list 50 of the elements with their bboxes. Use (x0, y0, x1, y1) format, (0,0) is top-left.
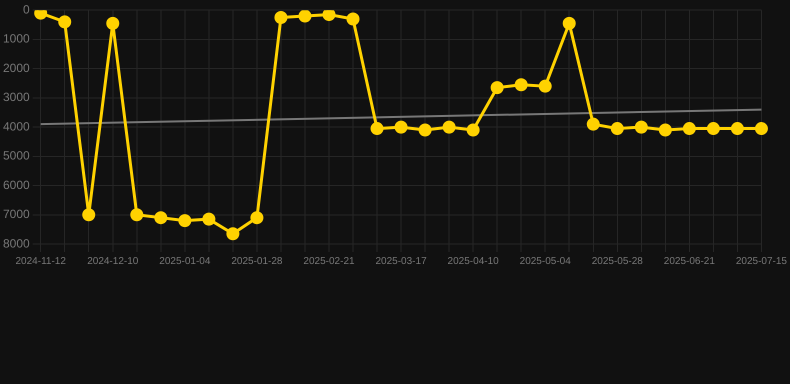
point (634, 120, 648, 134)
x-tick-label: 2025-02-21 (303, 256, 355, 267)
point (346, 12, 360, 26)
point (130, 208, 144, 222)
point (298, 10, 312, 23)
x-tick-label: 2025-07-15 (736, 256, 788, 267)
x-tick-label: 2025-05-04 (520, 256, 572, 267)
point (106, 16, 120, 30)
point (442, 120, 456, 134)
x-tick-label: 2024-11-12 (15, 256, 66, 267)
x-tick-label: 2025-03-17 (375, 256, 428, 267)
y-tick-label: 6000 (2, 178, 30, 192)
point (730, 122, 744, 136)
y-tick-label: 1000 (2, 32, 30, 46)
y-tick-label: 8000 (2, 236, 30, 250)
point (610, 122, 624, 136)
point (490, 81, 504, 94)
point (226, 227, 240, 240)
y-tick-label: 5000 (2, 148, 30, 163)
x-tick-label: 2025-01-04 (159, 256, 211, 267)
y-tick-label: 7000 (2, 207, 30, 222)
point (322, 10, 336, 22)
point (466, 124, 480, 137)
point (562, 16, 576, 30)
point (274, 11, 288, 24)
x-tick-label: 2025-06-21 (664, 256, 716, 267)
y-tick-label: 4000 (2, 119, 30, 134)
point (706, 122, 720, 136)
point (658, 124, 672, 137)
point (538, 80, 552, 93)
point (370, 122, 384, 136)
point (682, 122, 696, 136)
point (394, 120, 408, 134)
y-tick-label: 3000 (2, 90, 30, 104)
point (250, 211, 264, 224)
y-tick-label: 0 (23, 2, 30, 17)
point (754, 122, 768, 136)
x-tick-label: 2025-05-28 (592, 256, 644, 267)
point (82, 208, 96, 222)
x-tick-label: 2025-04-10 (448, 256, 500, 267)
point (178, 214, 192, 228)
x-tick-label: 2025-01-28 (231, 256, 283, 267)
point (154, 211, 168, 224)
point (58, 15, 72, 28)
point (586, 118, 600, 131)
x-tick-label: 2024-12-10 (87, 256, 139, 267)
point (202, 212, 216, 226)
y-tick-label: 2000 (2, 60, 30, 75)
point (514, 78, 528, 92)
point (418, 124, 432, 137)
